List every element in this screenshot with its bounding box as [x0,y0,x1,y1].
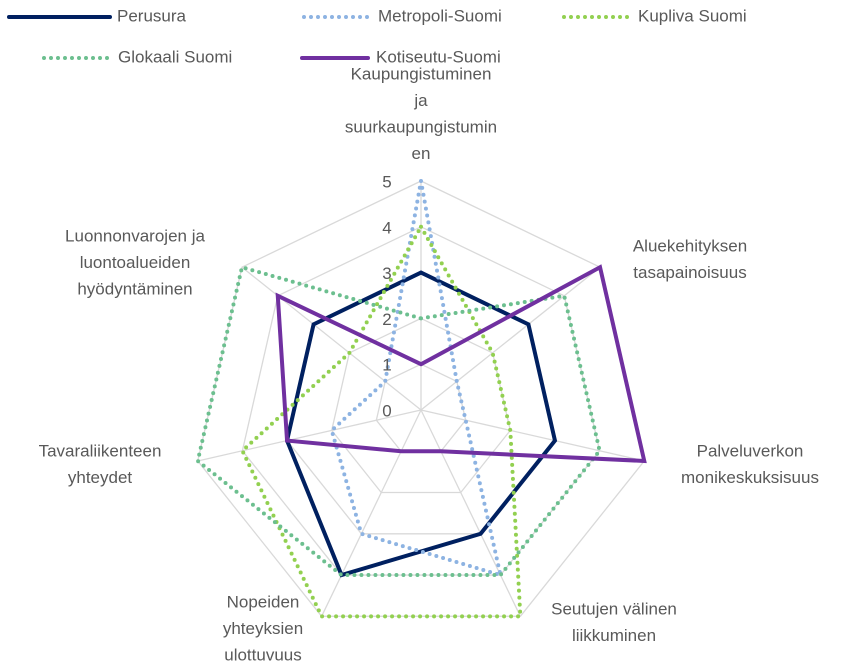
category-label: Seutujen välinen [551,599,677,618]
spoke [241,266,422,411]
category-label: Tavaraliikenteen [39,441,162,460]
spoke [420,266,601,411]
series-line [329,179,504,578]
series-line [195,264,602,578]
category-label: liikkuminen [572,626,656,645]
category-label: Palveluverkon [697,441,804,460]
y-tick-label: 0 [382,401,391,420]
category-label: ja [413,91,428,110]
series-line [239,224,523,619]
legend-label: Kotiseutu-Suomi [376,47,501,66]
y-tick-label: 1 [382,356,391,375]
category-label: monikeskuksisuus [681,468,819,487]
category-label: tasapainoisuus [633,263,746,282]
category-label: Kaupungistuminen [351,64,492,83]
category-label: suurkaupungistumin [345,117,497,136]
category-label: ulottuvuus [224,645,302,664]
legend-label: Metropoli-Suomi [378,6,502,25]
category-label: yhteydet [68,468,133,487]
category-label: yhteyksien [223,619,303,638]
legend-label: Kupliva Suomi [638,6,747,25]
spoke [420,409,645,462]
category-label: en [412,144,431,163]
legend-label: Glokaali Suomi [118,47,232,66]
spoke [321,409,422,617]
legend-label: Perusura [117,6,187,25]
y-tick-label: 4 [382,218,391,237]
grid-line [241,226,601,576]
y-tick-label: 5 [382,172,391,191]
spoke [420,409,521,617]
grid-line [330,317,512,494]
category-label: Aluekehityksen [633,236,747,255]
y-tick-label: 2 [382,310,391,329]
category-label: hyödyntäminen [77,279,192,298]
category-label: Nopeiden [227,592,300,611]
series-line [284,270,558,578]
y-tick-label: 3 [382,264,391,283]
category-label: Luonnonvarojen ja [65,226,205,245]
spoke [197,409,422,462]
category-label: luontoalueiden [80,253,191,272]
series-line [275,264,647,464]
